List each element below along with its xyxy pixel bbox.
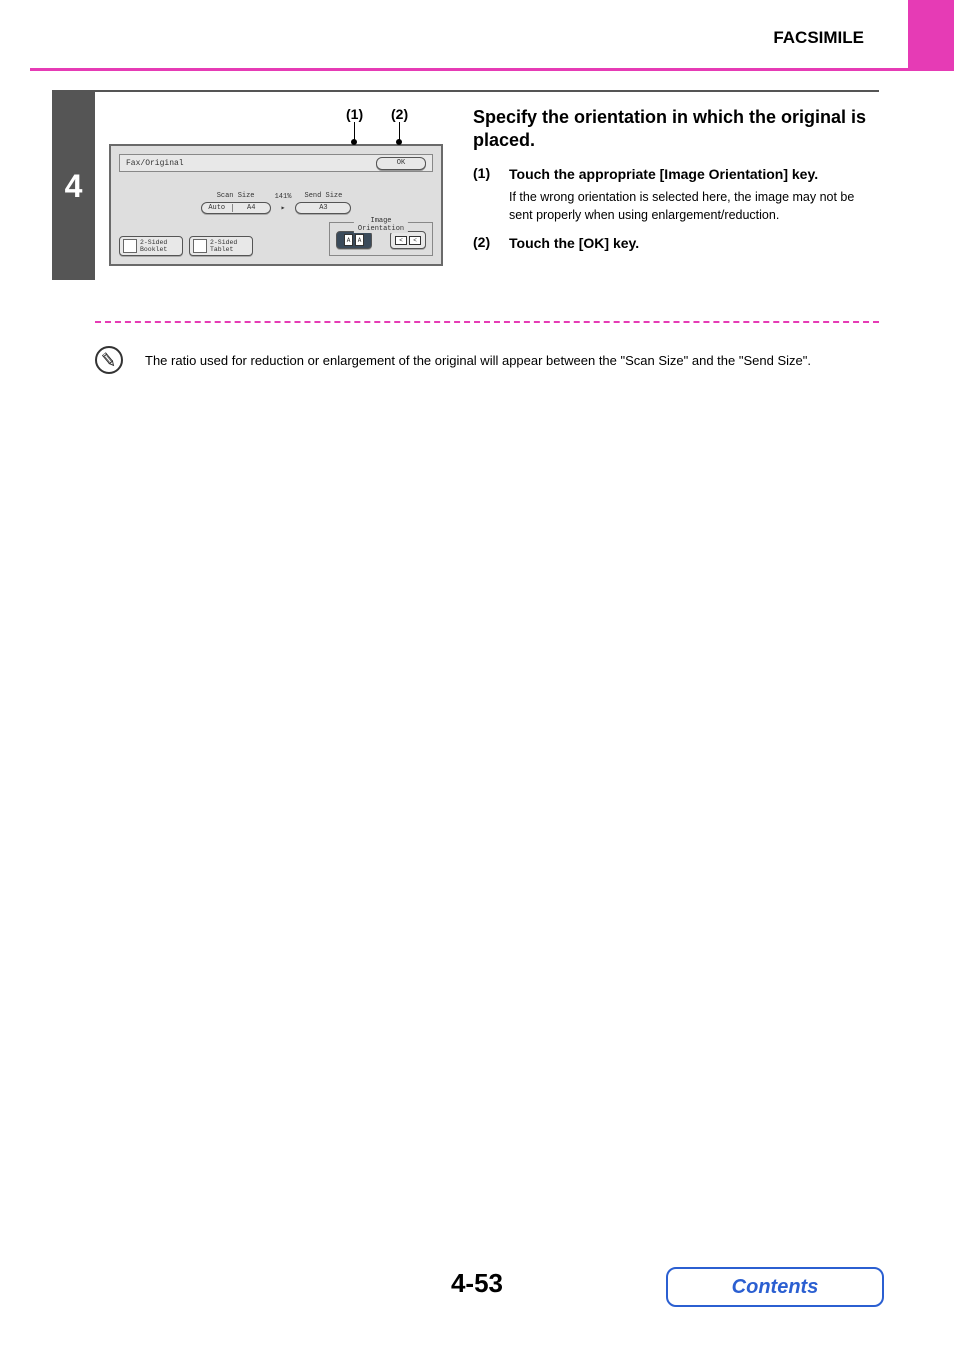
orientation-landscape-button[interactable]: < < [390, 231, 426, 249]
instruction-body: Touch the appropriate [Image Orientation… [509, 165, 879, 224]
contents-button[interactable]: Contents [666, 1267, 884, 1307]
two-sided-group: 2-Sided Booklet 2-Sided Tablet [119, 236, 253, 256]
instruction-text: If the wrong orientation is selected her… [509, 188, 879, 224]
instruction-heading: Specify the orientation in which the ori… [473, 106, 879, 151]
ok-label: OK [397, 159, 405, 167]
send-size-label: Send Size [305, 192, 343, 200]
pencil-icon [98, 349, 121, 372]
step-number-cell: 4 [52, 92, 95, 280]
portrait-page-icon-2: A [355, 234, 364, 246]
header-title: FACSIMILE [773, 28, 864, 48]
device-panel: Fax/Original OK Scan Size Auto A4 141% ▸ [109, 144, 443, 266]
send-size-group: Send Size A3 [295, 192, 351, 214]
note-text: The ratio used for reduction or enlargem… [145, 353, 811, 368]
send-size-button[interactable]: A3 [295, 202, 351, 214]
instructions-column: Specify the orientation in which the ori… [455, 92, 879, 280]
instruction-item: (1) Touch the appropriate [Image Orienta… [473, 165, 879, 224]
two-sided-booklet-button[interactable]: 2-Sided Booklet [119, 236, 183, 256]
send-paper: A3 [319, 204, 327, 212]
landscape-page-icon: < [395, 236, 407, 245]
orientation-buttons: A A < < [336, 231, 426, 249]
orientation-label: Image Orientation [354, 217, 408, 233]
step-row: 4 (1) (2) Fax/Original OK Scan Size A [52, 92, 879, 280]
size-row: Scan Size Auto A4 141% ▸ Send Size A3 [119, 192, 433, 214]
step-number: 4 [65, 168, 83, 205]
scan-size-group: Scan Size Auto A4 [201, 192, 271, 214]
callout-1-label: (1) [346, 106, 363, 122]
panel-bottom-row: 2-Sided Booklet 2-Sided Tablet Image Ori… [119, 222, 433, 256]
instruction-title: Touch the appropriate [Image Orientation… [509, 165, 879, 184]
panel-titlebar: Fax/Original OK [119, 154, 433, 172]
scan-size-label: Scan Size [217, 192, 255, 200]
scan-size-button[interactable]: Auto A4 [201, 202, 271, 214]
instruction-item: (2) Touch the [OK] key. [473, 234, 879, 253]
ratio-value: 141% [275, 193, 292, 201]
side-tab [908, 0, 954, 68]
accent-rule [30, 68, 954, 71]
ok-button[interactable]: OK [376, 157, 426, 170]
tablet-icon [193, 239, 207, 253]
tablet-label: 2-Sided Tablet [210, 239, 237, 253]
device-screenshot: (1) (2) Fax/Original OK Scan Size Auto A… [95, 92, 455, 280]
instruction-body: Touch the [OK] key. [509, 234, 639, 253]
instruction-title: Touch the [OK] key. [509, 234, 639, 253]
contents-label: Contents [732, 1276, 819, 1299]
callout-markers: (1) (2) [109, 106, 443, 144]
dashed-separator [95, 321, 879, 323]
page-header: FACSIMILE [0, 0, 954, 68]
note-icon [95, 346, 123, 374]
note-row: The ratio used for reduction or enlargem… [95, 346, 879, 374]
portrait-page-icon: A [344, 234, 353, 246]
booklet-label: 2-Sided Booklet [140, 239, 167, 253]
instruction-number: (1) [473, 165, 499, 224]
panel-title: Fax/Original [126, 159, 184, 168]
landscape-page-icon-2: < [409, 236, 421, 245]
instruction-number: (2) [473, 234, 499, 253]
orientation-fieldset: Image Orientation A A < < [329, 222, 433, 256]
arrow-right-icon: ▸ [279, 203, 288, 213]
scan-auto: Auto [202, 204, 233, 212]
ratio-group: 141% ▸ [275, 193, 292, 213]
callout-2-dot [396, 139, 402, 145]
two-sided-tablet-button[interactable]: 2-Sided Tablet [189, 236, 253, 256]
booklet-icon [123, 239, 137, 253]
orientation-portrait-button[interactable]: A A [336, 231, 372, 249]
scan-paper: A4 [233, 204, 270, 212]
callout-1-dot [351, 139, 357, 145]
callout-2-label: (2) [391, 106, 408, 122]
